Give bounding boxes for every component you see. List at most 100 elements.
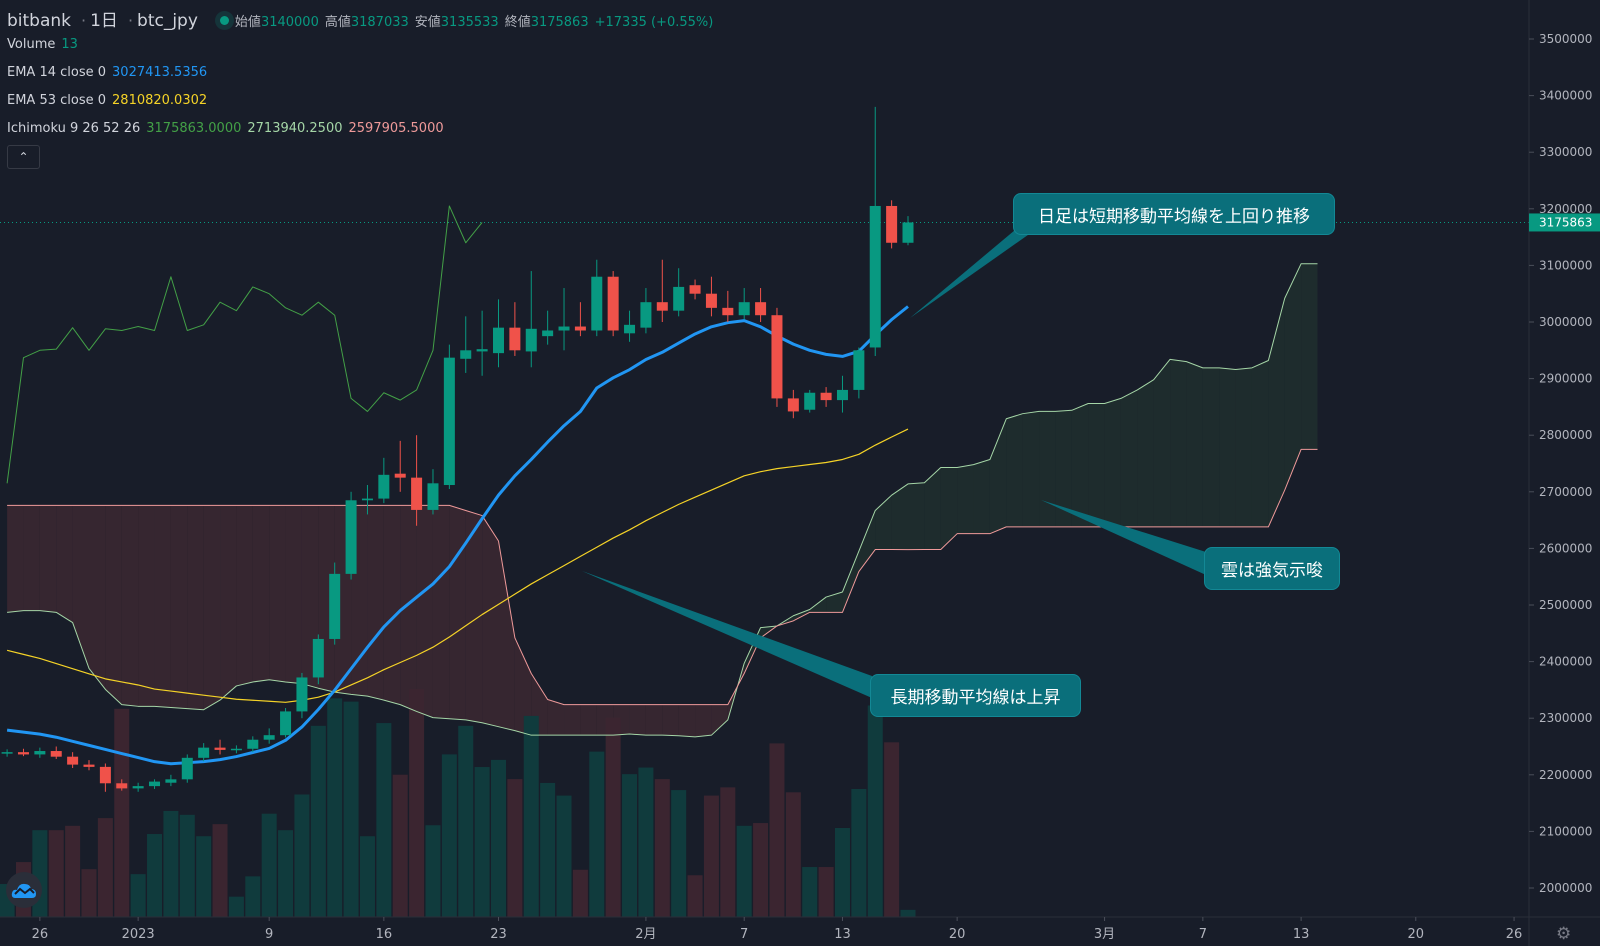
annotation-text: 日足は短期移動平均線を上回り推移: [1038, 206, 1310, 227]
ema53-legend[interactable]: EMA 53 close 0 2810820.0302: [7, 93, 213, 108]
volume-bar: [884, 742, 900, 917]
candle: [820, 387, 832, 407]
volume-bar: [114, 708, 130, 917]
cloud-segment: [154, 505, 171, 708]
candle-body: [296, 677, 308, 712]
close-label: 終値: [504, 15, 531, 30]
cloud-segment: [1202, 367, 1220, 527]
candle: [50, 746, 62, 759]
ichimoku-legend[interactable]: Ichimoku 9 26 52 26 3175863.0000 2713940.2…: [7, 121, 450, 136]
candle: [198, 743, 210, 762]
candle-body: [165, 779, 177, 783]
cloud-segment: [1153, 359, 1171, 527]
symbol-name[interactable]: btc_jpy: [137, 11, 198, 31]
time-tick-label: 7: [1199, 927, 1207, 942]
close-value: 3175863: [530, 15, 589, 30]
candle: [607, 271, 619, 337]
candle-body: [902, 222, 914, 243]
cloud-segment: [809, 597, 827, 613]
volume-bar: [327, 698, 343, 917]
cloud-segment: [514, 637, 532, 736]
candle-body: [820, 392, 832, 401]
candle-body: [460, 350, 472, 359]
cloud-segment: [1088, 403, 1105, 527]
volume-legend[interactable]: Volume 13: [7, 37, 84, 52]
lagging-span-line: [6, 205, 483, 484]
candle-body: [705, 293, 717, 308]
volume-bar: [523, 715, 539, 917]
annotation-long-ema-rising[interactable]: 長期移動平均線は上昇: [870, 674, 1081, 717]
volume-bar: [278, 830, 294, 917]
candle: [34, 747, 46, 758]
cloud-segment: [973, 459, 990, 534]
cloud-segment: [875, 495, 892, 550]
candle-body: [624, 324, 636, 334]
volume-bar: [818, 867, 834, 917]
cloud-segment: [908, 482, 925, 550]
annotation-daily-above-short-ema[interactable]: 日足は短期移動平均線を上回り推移: [1013, 193, 1335, 235]
cloud-segment: [482, 515, 499, 727]
cloud-segment: [416, 505, 433, 718]
candle: [181, 754, 193, 783]
cloud-segment: [580, 704, 597, 736]
volume-bar: [736, 825, 752, 917]
collapse-legend-button[interactable]: ⌃: [7, 145, 40, 169]
chevron-up-icon: ⌃: [18, 150, 29, 164]
cloud-chart-icon[interactable]: [6, 872, 42, 908]
candle-body: [787, 398, 799, 412]
cloud-segment: [1170, 359, 1187, 527]
exchange-name[interactable]: bitbank: [7, 11, 72, 31]
candle: [312, 634, 324, 685]
price-tick-label: 2600000: [1539, 541, 1592, 555]
candle: [214, 739, 226, 755]
candle: [722, 290, 734, 322]
candle-body: [755, 302, 767, 316]
cloud-segment: [645, 704, 663, 736]
candle-body: [1, 752, 13, 754]
volume-bar: [720, 787, 736, 917]
volume-bar: [343, 701, 359, 917]
gear-icon[interactable]: ⚙: [1556, 924, 1572, 944]
candle: [755, 288, 767, 322]
candle-body: [361, 498, 373, 501]
candle: [705, 276, 717, 317]
candle-body: [558, 326, 570, 331]
volume-bar: [392, 774, 408, 917]
candle-body: [312, 638, 324, 678]
volume-bar: [294, 794, 310, 917]
candle-body: [607, 276, 619, 331]
ichimoku-lagging-value: 3175863.0000: [146, 121, 242, 136]
candle: [804, 389, 816, 413]
cloud-segment: [498, 541, 515, 731]
candle: [83, 760, 95, 771]
volume-bar: [769, 743, 785, 917]
candle: [394, 440, 406, 492]
time-tick-label: 2023: [122, 927, 155, 942]
volume-bar: [261, 813, 277, 917]
cloud-segment: [1071, 403, 1089, 527]
ema14-legend[interactable]: EMA 14 close 0 3027413.5356: [7, 65, 213, 80]
cloud-segment: [236, 505, 253, 686]
price-tick-label: 2700000: [1539, 485, 1592, 499]
volume-bar: [491, 759, 506, 917]
candle-body: [132, 786, 144, 789]
annotation-pointer: [910, 230, 1035, 318]
open-label: 始値: [234, 15, 261, 30]
annotation-cloud-bullish[interactable]: 雲は強気示唆: [1204, 547, 1340, 590]
candle-body: [443, 357, 455, 486]
annotation-pointer: [1041, 500, 1206, 575]
open-value: 3140000: [260, 15, 319, 30]
cloud-segment: [1039, 411, 1056, 527]
price-tick-label: 2400000: [1539, 655, 1592, 669]
candle-body: [771, 315, 783, 399]
cloud-segment: [220, 505, 237, 701]
low-value: 3135533: [440, 15, 499, 30]
interval[interactable]: 1日: [90, 11, 118, 31]
candle-body: [230, 748, 242, 751]
cloud-segment: [1235, 367, 1252, 527]
volume-bars: [0, 689, 916, 917]
candle: [247, 736, 259, 753]
candle-body: [67, 756, 79, 765]
volume-bar: [703, 795, 719, 917]
